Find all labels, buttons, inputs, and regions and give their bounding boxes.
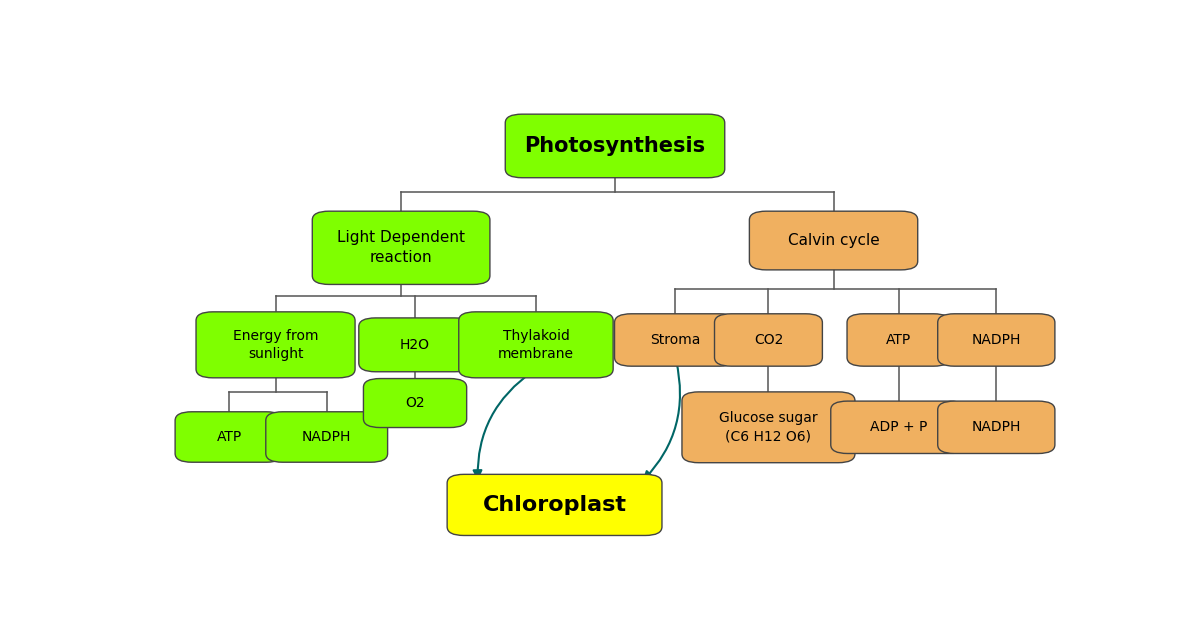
- FancyBboxPatch shape: [505, 114, 725, 178]
- Text: H2O: H2O: [400, 338, 430, 352]
- FancyBboxPatch shape: [312, 211, 490, 284]
- Text: Calvin cycle: Calvin cycle: [787, 233, 880, 248]
- FancyBboxPatch shape: [714, 314, 822, 366]
- FancyBboxPatch shape: [682, 392, 854, 462]
- Text: Thylakoid
membrane: Thylakoid membrane: [498, 329, 574, 361]
- FancyBboxPatch shape: [458, 312, 613, 378]
- Text: CO2: CO2: [754, 333, 784, 347]
- FancyBboxPatch shape: [359, 318, 472, 372]
- FancyArrowPatch shape: [644, 360, 680, 479]
- Text: Stroma: Stroma: [650, 333, 701, 347]
- Text: Glucose sugar
(C6 H12 O6): Glucose sugar (C6 H12 O6): [719, 411, 817, 444]
- Text: ADP + P: ADP + P: [870, 420, 928, 434]
- Text: ATP: ATP: [216, 430, 241, 444]
- Text: ATP: ATP: [886, 333, 911, 347]
- Text: NADPH: NADPH: [972, 333, 1021, 347]
- FancyBboxPatch shape: [448, 474, 662, 536]
- FancyBboxPatch shape: [364, 379, 467, 428]
- FancyBboxPatch shape: [749, 211, 918, 270]
- FancyBboxPatch shape: [830, 401, 966, 454]
- Text: NADPH: NADPH: [972, 420, 1021, 434]
- FancyBboxPatch shape: [196, 312, 355, 378]
- Text: O2: O2: [406, 396, 425, 410]
- FancyBboxPatch shape: [937, 401, 1055, 454]
- FancyBboxPatch shape: [175, 412, 283, 462]
- FancyBboxPatch shape: [937, 314, 1055, 366]
- FancyArrowPatch shape: [474, 370, 534, 478]
- FancyBboxPatch shape: [847, 314, 950, 366]
- Text: Energy from
sunlight: Energy from sunlight: [233, 329, 318, 361]
- Text: Chloroplast: Chloroplast: [482, 495, 626, 515]
- FancyBboxPatch shape: [614, 314, 737, 366]
- Text: Photosynthesis: Photosynthesis: [524, 136, 706, 156]
- FancyBboxPatch shape: [265, 412, 388, 462]
- Text: NADPH: NADPH: [302, 430, 352, 444]
- Text: Light Dependent
reaction: Light Dependent reaction: [337, 231, 466, 265]
